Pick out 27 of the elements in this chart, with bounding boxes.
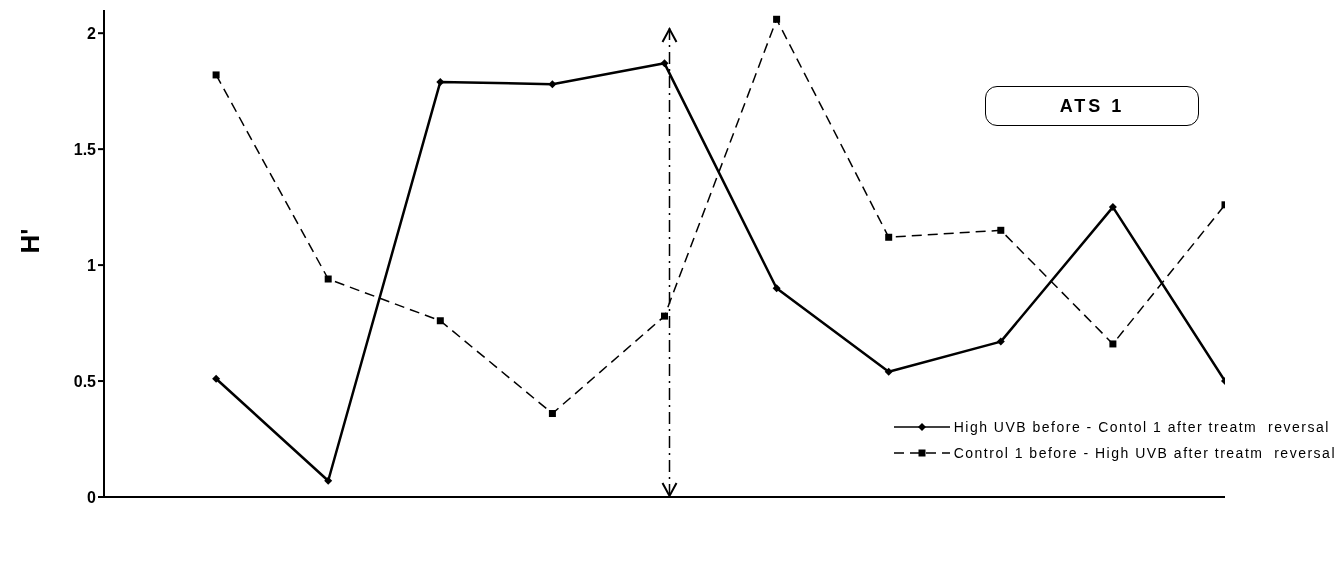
legend-label: High UVB before - Contol 1 after treatm reversal (952, 418, 1331, 437)
point (436, 77, 445, 86)
point (660, 59, 669, 68)
y-tick-label: 2 (87, 24, 97, 42)
point (661, 312, 668, 320)
point (548, 80, 557, 89)
y-tick-label: 1.5 (73, 140, 97, 158)
point (884, 367, 893, 376)
point (997, 226, 1005, 234)
point (996, 337, 1005, 346)
point (324, 476, 333, 485)
point (1108, 203, 1117, 212)
legend-label: Control 1 before - High UVB after treatm reversal (952, 444, 1336, 463)
point (324, 275, 332, 283)
point (1109, 340, 1117, 348)
point (548, 410, 556, 418)
y-axis-title: H' (15, 228, 46, 254)
y-tick-label: 0.5 (73, 372, 97, 390)
point (773, 15, 781, 23)
annotation: ATS 1 (985, 86, 1199, 126)
point (436, 317, 444, 325)
point (772, 284, 781, 293)
point (885, 233, 893, 241)
y-tick-label: 0 (87, 488, 97, 506)
point (212, 71, 220, 79)
y-tick-label: 1 (87, 256, 97, 274)
point (212, 374, 221, 383)
